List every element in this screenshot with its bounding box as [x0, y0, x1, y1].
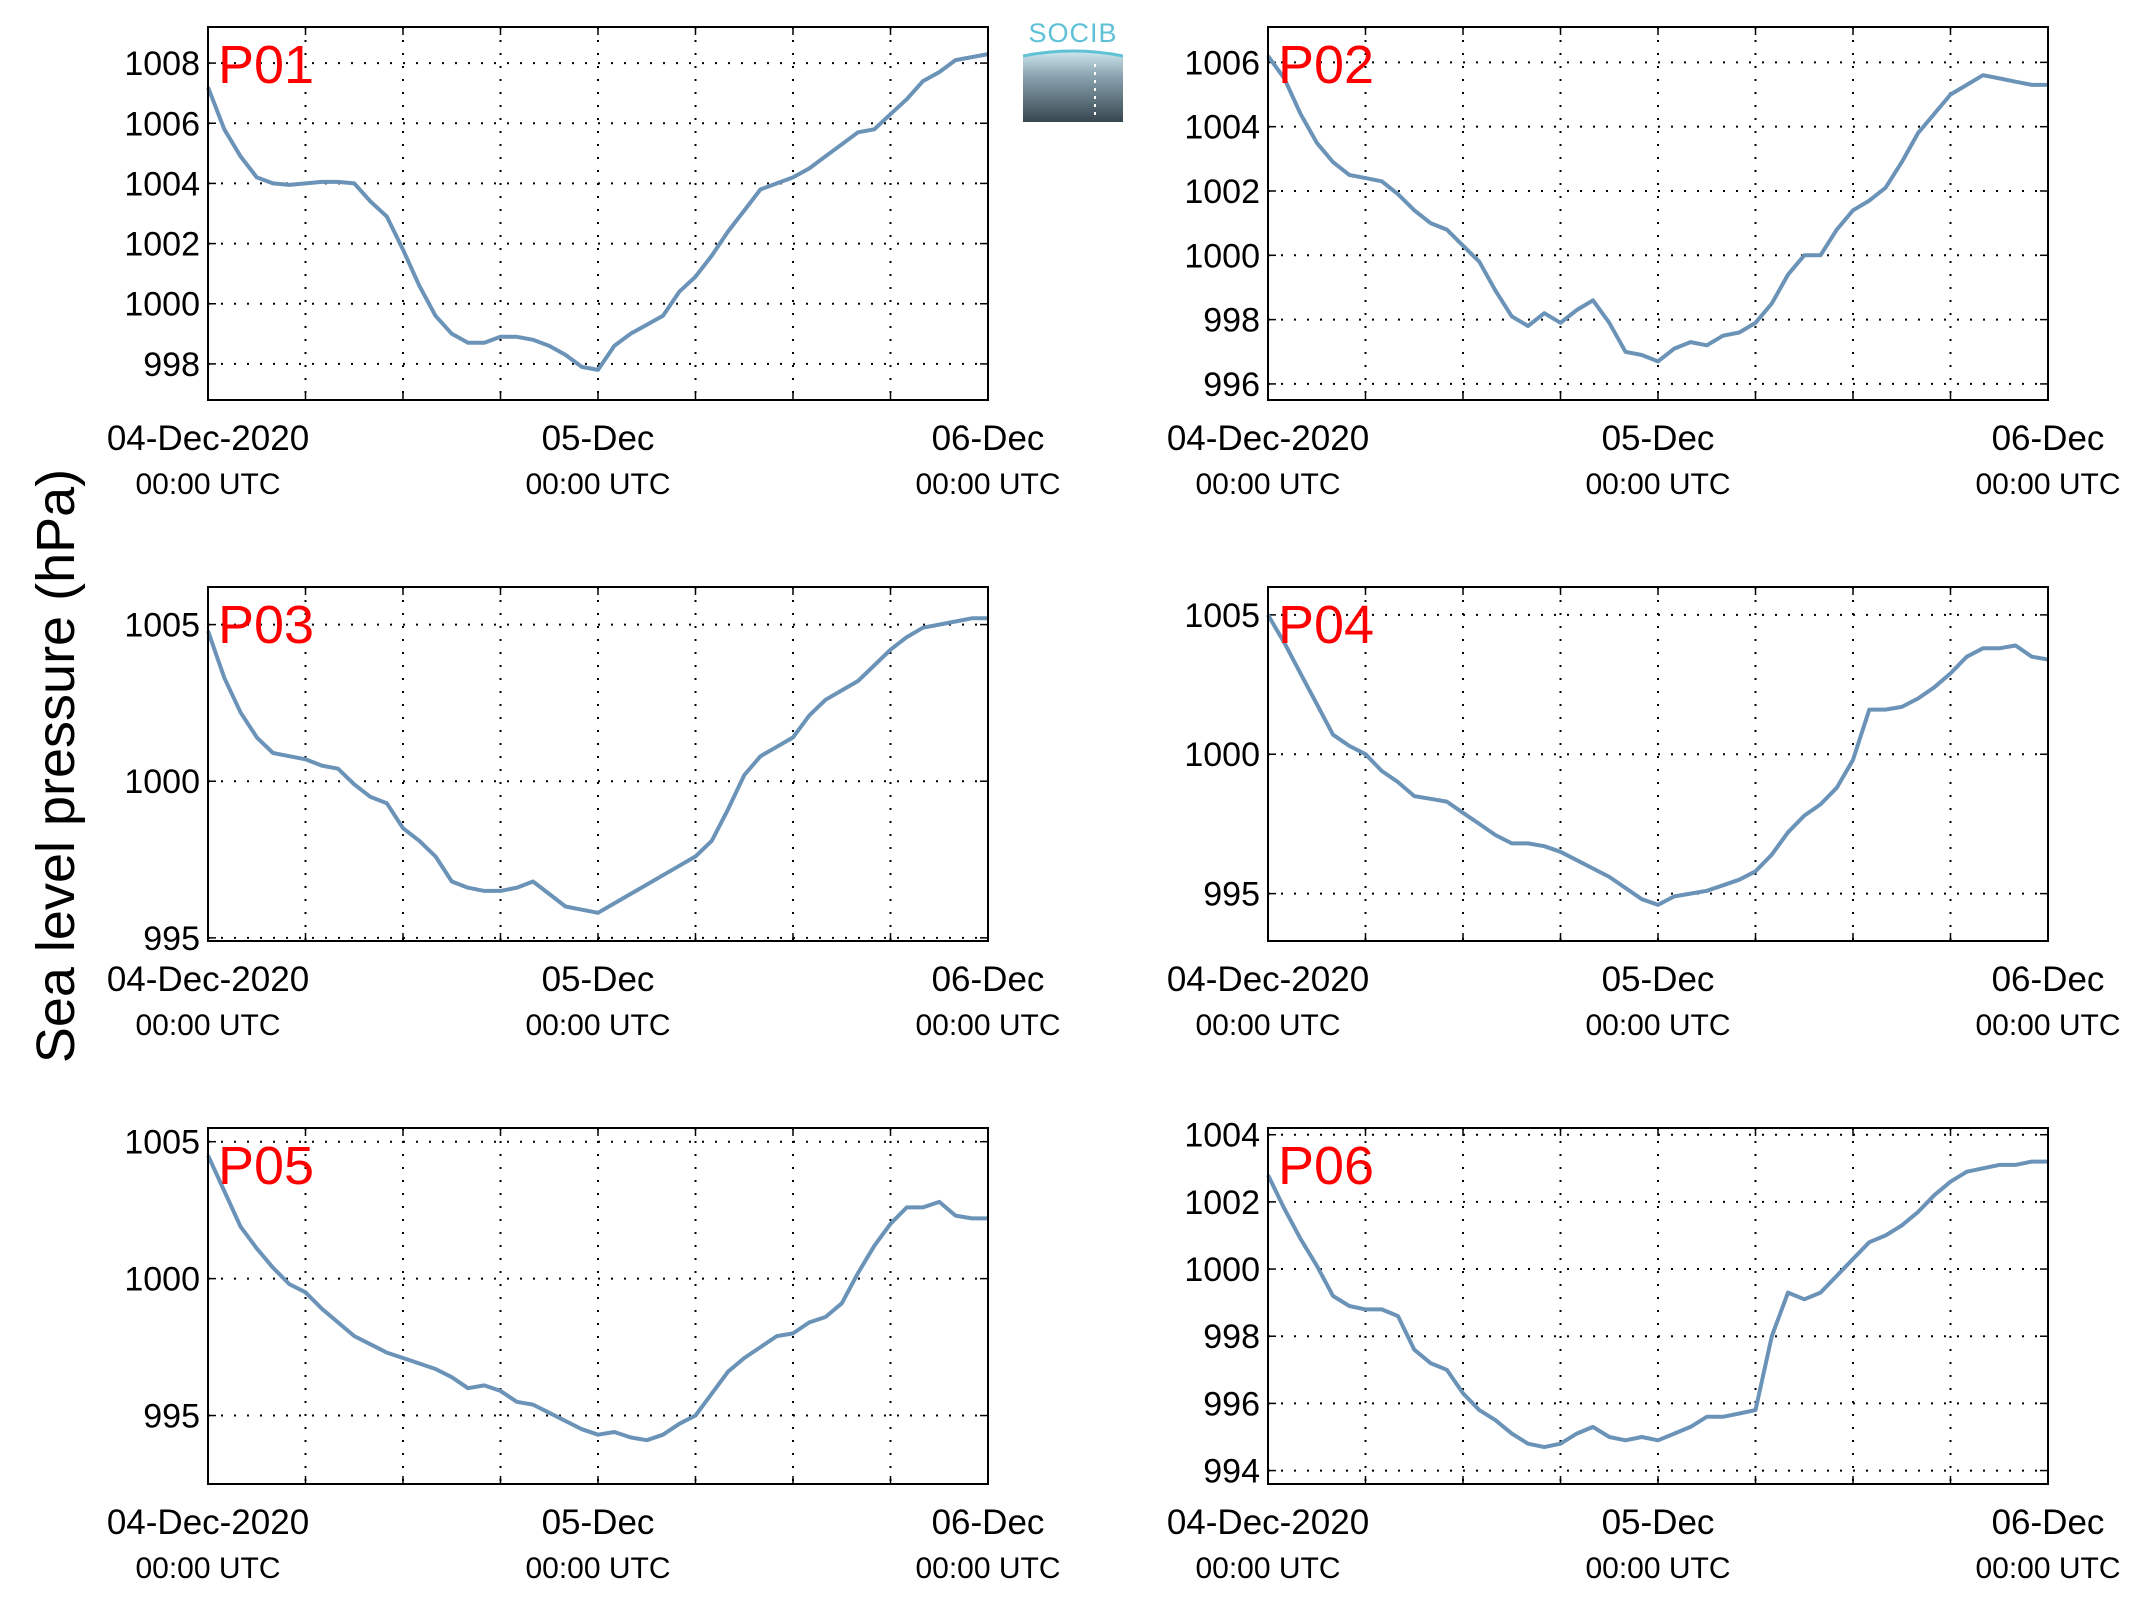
y-tick-label: 1000	[124, 286, 200, 324]
y-tick-label: 1000	[124, 763, 200, 801]
x-tick-label-date: 06-Dec	[932, 419, 1045, 458]
chart-p03: 995 1000 1005 04-Dec-2020 00:00 UTC 05-Dec 00:…	[107, 586, 1061, 1042]
x-tick-label-time: 00:00 UTC	[135, 1552, 280, 1585]
x-tick-label-date: 04-Dec-2020	[1167, 960, 1369, 999]
chart-p05: 995 1000 1005 04-Dec-2020 00:00 UTC 05-Dec 00:…	[107, 1124, 1061, 1585]
x-tick-label-date: 05-Dec	[542, 1503, 655, 1542]
x-tick-label-date: 05-Dec	[542, 960, 655, 999]
pressure-series-line	[1266, 613, 2049, 907]
axes-frame	[207, 1127, 989, 1485]
y-tick-label: 995	[1203, 876, 1260, 914]
y-tick-label: 1005	[124, 607, 200, 645]
x-tick-label-time: 00:00 UTC	[1195, 1552, 1340, 1585]
y-tick-label: 1000	[1184, 736, 1260, 774]
axes-frame	[1267, 586, 2049, 942]
station-label: P02	[1278, 35, 1374, 95]
x-tick-label-time: 00:00 UTC	[525, 1552, 670, 1585]
chart-p02: 996 998 1000 1002 1004 1006 04-Dec-2020 00:00 U…	[1167, 26, 2121, 501]
y-tick-label: 1004	[1184, 1117, 1260, 1155]
x-tick-label-date: 05-Dec	[1602, 1503, 1715, 1542]
x-tick-label-date: 05-Dec	[1602, 419, 1715, 458]
x-tick-label-time: 00:00 UTC	[525, 468, 670, 501]
x-tick-label-time: 00:00 UTC	[1585, 1552, 1730, 1585]
chart-p01: 998 1000 1002 1004 1006 1008 04-Dec-2020 00:00 …	[107, 26, 1061, 501]
x-tick-label-time: 00:00 UTC	[135, 468, 280, 501]
socib-logo: SOCIB	[1023, 18, 1123, 122]
y-tick-label: 995	[143, 920, 200, 958]
y-tick-label: 1006	[124, 105, 200, 143]
y-tick-label: 1004	[124, 165, 200, 203]
pressure-series-line	[206, 1154, 988, 1443]
x-tick-label-date: 06-Dec	[1992, 960, 2105, 999]
station-label: P01	[218, 35, 314, 95]
axes-frame	[1267, 26, 2049, 401]
x-tick-label-time: 00:00 UTC	[1975, 468, 2120, 501]
logo-graphic	[1023, 49, 1123, 122]
x-tick-label-time: 00:00 UTC	[1975, 1009, 2120, 1042]
x-tick-label-time: 00:00 UTC	[1975, 1552, 2120, 1585]
axes-frame	[207, 26, 989, 401]
chart-p06: 994 996 998 1000 1002 1004 04-Dec-2020 00:00 UT…	[1167, 1117, 2121, 1585]
station-label: P04	[1278, 595, 1374, 655]
x-tick-label-date: 04-Dec-2020	[1167, 419, 1369, 458]
y-tick-label: 1008	[124, 45, 200, 83]
y-tick-label: 998	[1203, 1318, 1260, 1356]
y-tick-label: 995	[143, 1398, 200, 1436]
y-tick-label: 1000	[124, 1261, 200, 1299]
logo-text: SOCIB	[1028, 18, 1118, 48]
y-tick-label: 1004	[1184, 109, 1260, 147]
y-tick-label: 1005	[1184, 597, 1260, 635]
y-tick-label: 998	[143, 346, 200, 384]
x-tick-label-date: 04-Dec-2020	[1167, 1503, 1369, 1542]
x-tick-label-time: 00:00 UTC	[915, 1552, 1060, 1585]
y-tick-label: 1005	[124, 1124, 200, 1162]
y-tick-label: 998	[1203, 302, 1260, 340]
station-label: P06	[1278, 1136, 1374, 1196]
pressure-series-line	[206, 52, 989, 372]
axes-frame	[207, 586, 989, 942]
x-tick-label-date: 06-Dec	[1992, 1503, 2105, 1542]
y-tick-label: 1002	[124, 226, 200, 264]
x-tick-label-date: 04-Dec-2020	[107, 960, 309, 999]
y-tick-label: 996	[1203, 366, 1260, 404]
x-tick-label-time: 00:00 UTC	[1195, 468, 1340, 501]
x-tick-label-time: 00:00 UTC	[1585, 468, 1730, 501]
x-tick-label-date: 06-Dec	[1992, 419, 2105, 458]
y-tick-label: 1002	[1184, 173, 1260, 211]
x-tick-label-date: 05-Dec	[1602, 960, 1715, 999]
y-tick-label: 1000	[1184, 1251, 1260, 1289]
x-tick-label-time: 00:00 UTC	[915, 468, 1060, 501]
x-tick-label-time: 00:00 UTC	[1195, 1009, 1340, 1042]
station-label: P05	[218, 1136, 314, 1196]
y-axis-label: Sea level pressure (hPa)	[26, 468, 86, 1064]
x-tick-label-date: 04-Dec-2020	[107, 419, 309, 458]
axes-frame	[1267, 1127, 2049, 1485]
pressure-series-line	[206, 616, 988, 915]
pressure-series-line	[1266, 54, 2048, 364]
y-tick-label: 1002	[1184, 1184, 1260, 1222]
x-tick-label-date: 06-Dec	[932, 960, 1045, 999]
y-tick-label: 1006	[1184, 44, 1260, 82]
y-tick-label: 996	[1203, 1385, 1260, 1423]
x-tick-label-date: 06-Dec	[932, 1503, 1045, 1542]
chart-p04: 995 1000 1005 04-Dec-2020 00:00 UTC 05-Dec 00:…	[1167, 586, 2121, 1042]
x-tick-label-date: 04-Dec-2020	[107, 1503, 309, 1542]
y-tick-label: 1000	[1184, 237, 1260, 275]
x-tick-label-time: 00:00 UTC	[135, 1009, 280, 1042]
x-tick-label-time: 00:00 UTC	[915, 1009, 1060, 1042]
x-tick-label-time: 00:00 UTC	[525, 1009, 670, 1042]
pressure-series-line	[1266, 1159, 2048, 1450]
x-tick-label-date: 05-Dec	[542, 419, 655, 458]
station-label: P03	[218, 595, 314, 655]
y-tick-label: 994	[1203, 1453, 1260, 1491]
x-tick-label-time: 00:00 UTC	[1585, 1009, 1730, 1042]
